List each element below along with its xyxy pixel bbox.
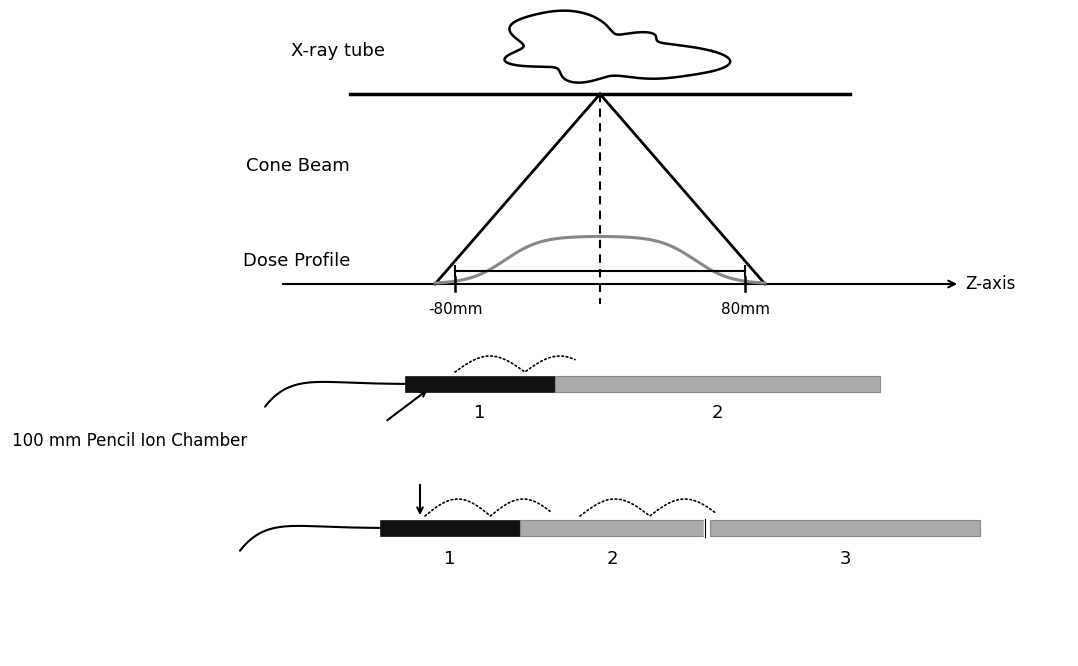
Text: 80mm: 80mm xyxy=(720,302,770,317)
Bar xyxy=(520,520,705,536)
Bar xyxy=(710,520,980,536)
Text: X-ray tube: X-ray tube xyxy=(291,42,385,60)
Text: 1: 1 xyxy=(474,404,486,422)
Polygon shape xyxy=(505,11,730,83)
Text: Z-axis: Z-axis xyxy=(965,275,1015,293)
Text: 100 mm Pencil Ion Chamber: 100 mm Pencil Ion Chamber xyxy=(12,432,247,450)
Ellipse shape xyxy=(490,27,671,89)
Bar xyxy=(405,376,555,392)
Ellipse shape xyxy=(667,33,722,69)
Ellipse shape xyxy=(627,15,692,53)
Text: Cone Beam: Cone Beam xyxy=(246,157,350,175)
Ellipse shape xyxy=(578,3,652,45)
Text: 3: 3 xyxy=(840,550,851,568)
Ellipse shape xyxy=(535,11,605,51)
Text: Dose Profile: Dose Profile xyxy=(243,252,350,270)
Text: 2: 2 xyxy=(607,550,619,568)
Bar xyxy=(555,376,880,392)
Text: -80mm: -80mm xyxy=(428,302,482,317)
Bar xyxy=(381,520,520,536)
Ellipse shape xyxy=(485,24,565,72)
Text: 2: 2 xyxy=(711,404,723,422)
Text: 1: 1 xyxy=(444,550,456,568)
